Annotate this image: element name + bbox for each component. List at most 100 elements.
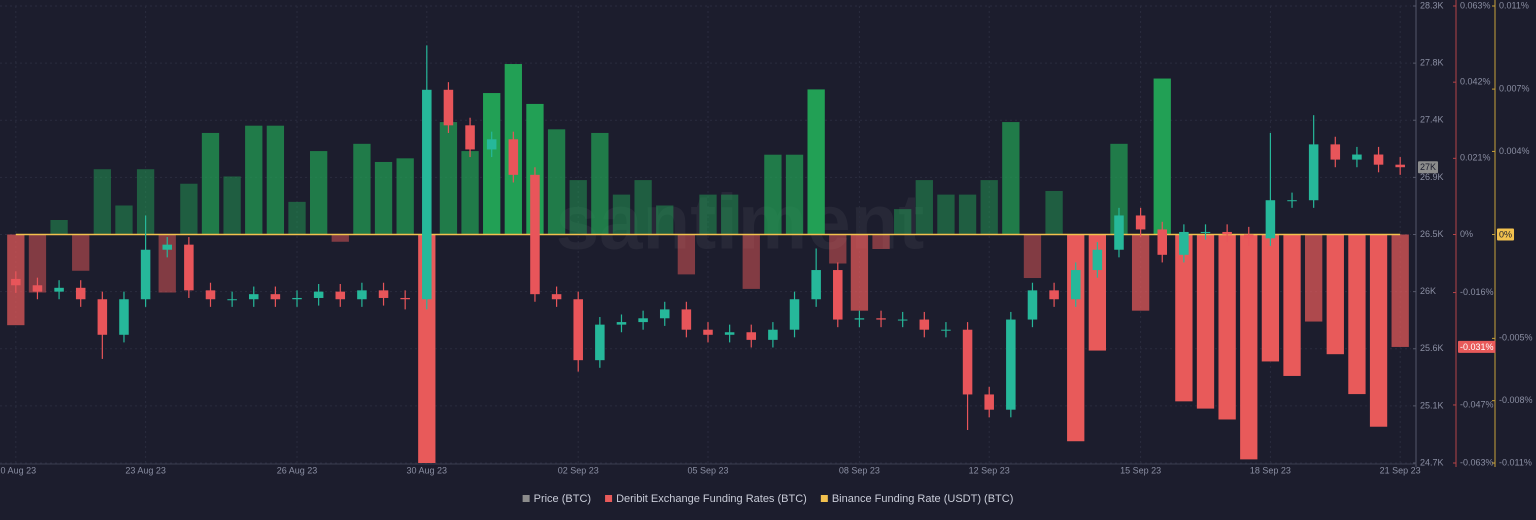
funding-bar xyxy=(1110,143,1128,235)
legend-swatch xyxy=(522,495,530,502)
x-tick-label: 21 Sep 23 xyxy=(1380,465,1421,475)
x-tick-label: 18 Sep 23 xyxy=(1250,465,1291,475)
tick-label: -0.011% xyxy=(1499,457,1532,467)
candle-body xyxy=(1308,144,1319,201)
funding-bar xyxy=(894,209,912,235)
candle-body xyxy=(962,329,973,395)
x-tick-label: 02 Sep 23 xyxy=(558,465,599,475)
candle-body xyxy=(616,322,627,325)
funding-bar xyxy=(656,205,674,235)
candle-body xyxy=(227,299,237,301)
tick-label: 27.8K xyxy=(1420,58,1444,68)
tick-label: -0.008% xyxy=(1499,395,1533,405)
legend-label: Deribit Exchange Funding Rates (BTC) xyxy=(616,493,807,505)
funding-bar xyxy=(677,234,696,275)
candle-body xyxy=(184,244,194,291)
funding-bar xyxy=(1196,234,1215,409)
candle-body xyxy=(1027,290,1038,320)
candle-body xyxy=(1352,154,1362,160)
tick-label: 25.1K xyxy=(1420,400,1444,410)
candle-body xyxy=(11,278,21,286)
candle-body xyxy=(422,89,432,300)
funding-bar xyxy=(764,154,782,235)
legend-swatch xyxy=(605,495,613,502)
candle-body xyxy=(724,332,735,335)
candle-body xyxy=(400,297,410,300)
funding-bar xyxy=(201,132,220,235)
funding-bar xyxy=(245,125,263,235)
value-badge xyxy=(1418,161,1439,174)
value-badge-label: 0% xyxy=(1499,229,1512,239)
candle-body xyxy=(248,294,259,300)
funding-bar xyxy=(1305,234,1323,322)
x-tick-label: 12 Sep 23 xyxy=(969,465,1010,475)
candle-body xyxy=(1330,144,1341,160)
tick-label: 0.007% xyxy=(1499,83,1530,93)
tick-label: 0.063% xyxy=(1460,0,1491,10)
candle-body xyxy=(270,294,281,300)
candle-body xyxy=(854,318,865,320)
funding-bar xyxy=(439,122,458,235)
tick-label: 26K xyxy=(1420,286,1436,296)
funding-bar xyxy=(72,234,90,271)
candle-body xyxy=(638,318,648,323)
candle-body xyxy=(508,139,519,175)
funding-bar xyxy=(1175,234,1193,402)
candle-body xyxy=(292,297,302,300)
funding-bar xyxy=(309,151,328,235)
x-tick-label: 26 Aug 23 xyxy=(277,465,318,475)
legend-label: Binance Funding Rate (USDT) (BTC) xyxy=(832,493,1014,505)
tick-label: 26.5K xyxy=(1420,229,1444,239)
candle-body xyxy=(313,291,324,298)
funding-bar xyxy=(612,194,631,235)
candle-body xyxy=(1157,229,1168,255)
x-tick-label: 15 Sep 23 xyxy=(1120,465,1161,475)
candle-body xyxy=(919,319,930,330)
candle-body xyxy=(1114,215,1124,250)
funding-bar xyxy=(223,176,241,235)
candle-body xyxy=(378,290,389,298)
candle-body xyxy=(1179,231,1189,255)
funding-bar xyxy=(829,234,847,264)
funding-bar xyxy=(1391,234,1409,347)
candle-body xyxy=(811,270,821,300)
funding-bar xyxy=(93,169,111,235)
funding-bar xyxy=(634,180,652,235)
candle-body xyxy=(1006,319,1016,410)
funding-bar xyxy=(980,180,998,235)
value-badge xyxy=(1458,340,1496,353)
funding-bar xyxy=(1283,234,1301,376)
candle-body xyxy=(119,299,129,335)
candle-body xyxy=(1200,231,1211,233)
candle-body xyxy=(768,329,778,340)
funding-bar xyxy=(1218,234,1236,420)
watermark: santiment xyxy=(556,178,924,266)
funding-bar xyxy=(1326,234,1344,355)
value-badge-label: -0.031% xyxy=(1460,342,1494,352)
funding-bar xyxy=(28,234,47,293)
funding-bar xyxy=(1369,234,1388,427)
candle-body xyxy=(97,299,108,335)
x-tick-label: 08 Sep 23 xyxy=(839,465,880,475)
legend-label: Price (BTC) xyxy=(534,493,591,505)
candle-body xyxy=(897,319,908,321)
candle-body xyxy=(595,324,605,361)
candle-body xyxy=(551,294,562,300)
funding-bar xyxy=(872,234,890,250)
funding-bar xyxy=(958,194,977,235)
funding-bar xyxy=(1240,234,1258,460)
candle-body xyxy=(140,249,151,300)
funding-bar xyxy=(461,151,479,235)
funding-bar xyxy=(1045,190,1063,235)
candle-body xyxy=(162,244,172,250)
candle-body xyxy=(1287,200,1297,202)
funding-bar xyxy=(331,234,349,242)
funding-bar xyxy=(115,205,133,235)
funding-bar xyxy=(353,143,371,235)
funding-bar xyxy=(1348,234,1366,395)
candle-body xyxy=(1070,270,1081,300)
funding-bar xyxy=(807,89,825,235)
tick-label: 0.021% xyxy=(1460,153,1491,163)
candle-body xyxy=(465,125,475,150)
